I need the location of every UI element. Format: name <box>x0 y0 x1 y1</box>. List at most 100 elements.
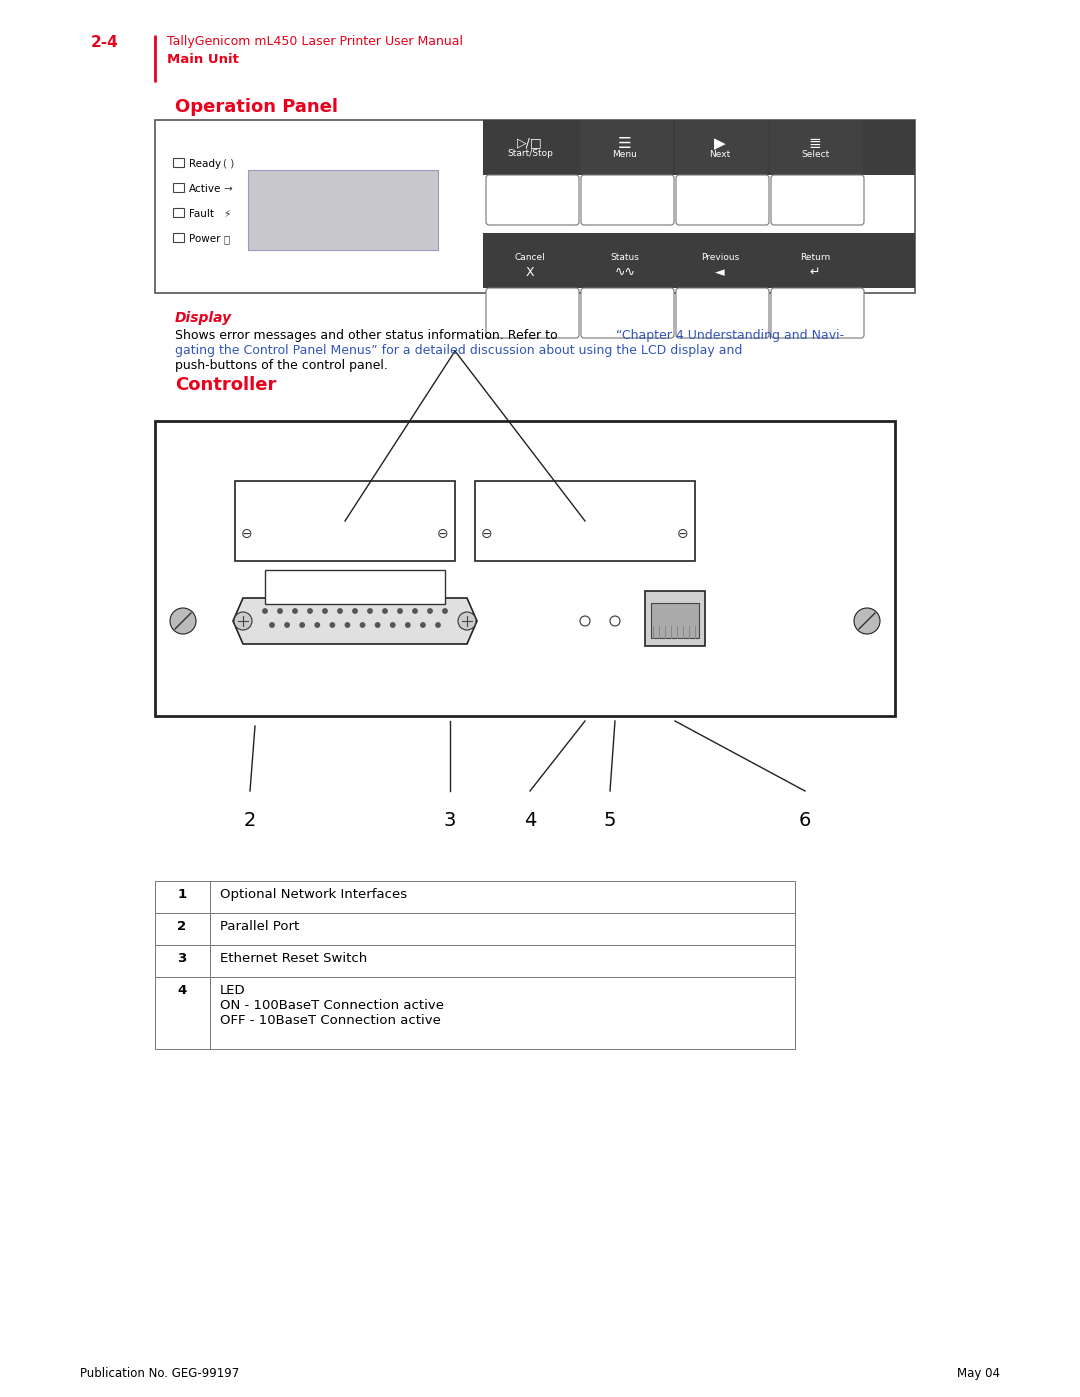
Text: LED
ON - 100BaseT Connection active
OFF - 10BaseT Connection active: LED ON - 100BaseT Connection active OFF … <box>220 983 444 1027</box>
Bar <box>483 120 915 175</box>
Text: ⊖: ⊖ <box>482 527 492 541</box>
Text: 3: 3 <box>177 951 187 965</box>
Text: 6: 6 <box>799 812 811 830</box>
Circle shape <box>330 623 335 627</box>
Bar <box>173 233 184 242</box>
Text: ◄: ◄ <box>715 265 725 279</box>
Text: ▶: ▶ <box>714 136 726 151</box>
FancyBboxPatch shape <box>676 175 769 225</box>
Circle shape <box>270 623 274 627</box>
FancyBboxPatch shape <box>581 288 674 338</box>
Text: Previous: Previous <box>701 253 739 263</box>
Text: 4: 4 <box>524 812 536 830</box>
Text: Return: Return <box>800 253 831 263</box>
Circle shape <box>346 623 350 627</box>
Bar <box>156 420 895 717</box>
Text: 4: 4 <box>177 983 187 997</box>
Text: ∿∿: ∿∿ <box>615 265 635 279</box>
Bar <box>210 944 795 977</box>
Bar <box>645 591 705 645</box>
Text: Select: Select <box>801 149 829 159</box>
Circle shape <box>397 609 402 613</box>
Text: May 04: May 04 <box>957 1368 1000 1380</box>
Text: 2: 2 <box>244 812 256 830</box>
Text: ( ): ( ) <box>222 159 234 169</box>
Text: 5: 5 <box>604 812 617 830</box>
Circle shape <box>368 609 373 613</box>
Text: ☰: ☰ <box>618 136 632 151</box>
Bar <box>475 481 696 562</box>
Circle shape <box>361 623 365 627</box>
Bar <box>235 481 455 562</box>
Bar <box>580 120 673 175</box>
FancyBboxPatch shape <box>771 175 864 225</box>
Bar <box>173 183 184 191</box>
Text: Operation Panel: Operation Panel <box>175 98 338 116</box>
Circle shape <box>376 623 380 627</box>
Circle shape <box>262 609 267 613</box>
FancyBboxPatch shape <box>581 175 674 225</box>
Text: Ready: Ready <box>189 159 221 169</box>
Circle shape <box>391 623 395 627</box>
Circle shape <box>234 612 252 630</box>
Text: ≣: ≣ <box>809 136 822 151</box>
Bar <box>156 977 210 1049</box>
Text: Fault: Fault <box>189 210 214 219</box>
Text: push-buttons of the control panel.: push-buttons of the control panel. <box>175 359 388 372</box>
Circle shape <box>382 609 388 613</box>
Text: ⊖: ⊖ <box>677 527 689 541</box>
Circle shape <box>278 609 282 613</box>
Text: Menu: Menu <box>612 149 637 159</box>
Circle shape <box>353 609 357 613</box>
Circle shape <box>406 623 410 627</box>
Bar <box>210 882 795 914</box>
Text: 2-4: 2-4 <box>91 35 119 50</box>
Bar <box>210 914 795 944</box>
Bar <box>173 158 184 168</box>
Circle shape <box>443 609 447 613</box>
Circle shape <box>580 616 590 626</box>
Text: “Chapter 4 Understanding and Navi-: “Chapter 4 Understanding and Navi- <box>616 330 845 342</box>
Text: Ⓟ: Ⓟ <box>222 235 229 244</box>
Bar <box>173 208 184 217</box>
Circle shape <box>293 609 297 613</box>
Bar <box>248 170 438 250</box>
Bar <box>770 120 863 175</box>
Polygon shape <box>233 598 477 644</box>
Bar <box>483 233 915 288</box>
Text: ⊖: ⊖ <box>241 527 253 541</box>
Bar <box>156 914 210 944</box>
Circle shape <box>458 612 476 630</box>
Text: Start/Stop: Start/Stop <box>508 149 553 158</box>
Bar <box>156 882 210 914</box>
Bar <box>675 120 768 175</box>
Text: ↵: ↵ <box>810 265 820 279</box>
Bar <box>156 944 210 977</box>
Bar <box>210 977 795 1049</box>
Text: →: → <box>222 184 232 194</box>
Text: ⊖: ⊖ <box>437 527 449 541</box>
Circle shape <box>300 623 305 627</box>
Text: 3: 3 <box>444 812 456 830</box>
Circle shape <box>428 609 432 613</box>
Text: Power: Power <box>189 235 220 244</box>
Text: Status: Status <box>610 253 639 263</box>
Circle shape <box>338 609 342 613</box>
Circle shape <box>323 609 327 613</box>
Bar <box>265 570 445 604</box>
Text: ▷/□: ▷/□ <box>517 136 543 149</box>
Circle shape <box>285 623 289 627</box>
FancyBboxPatch shape <box>771 288 864 338</box>
Circle shape <box>315 623 320 627</box>
Text: Publication No. GEG-99197: Publication No. GEG-99197 <box>80 1368 240 1380</box>
FancyBboxPatch shape <box>676 288 769 338</box>
FancyBboxPatch shape <box>486 175 579 225</box>
Circle shape <box>413 609 417 613</box>
Circle shape <box>610 616 620 626</box>
Text: Main Unit: Main Unit <box>167 53 239 66</box>
Circle shape <box>421 623 426 627</box>
Text: Controller: Controller <box>175 376 276 394</box>
Text: Next: Next <box>710 149 731 159</box>
Text: Optional Network Interfaces: Optional Network Interfaces <box>220 888 407 901</box>
Text: Parallel Port: Parallel Port <box>220 921 299 933</box>
